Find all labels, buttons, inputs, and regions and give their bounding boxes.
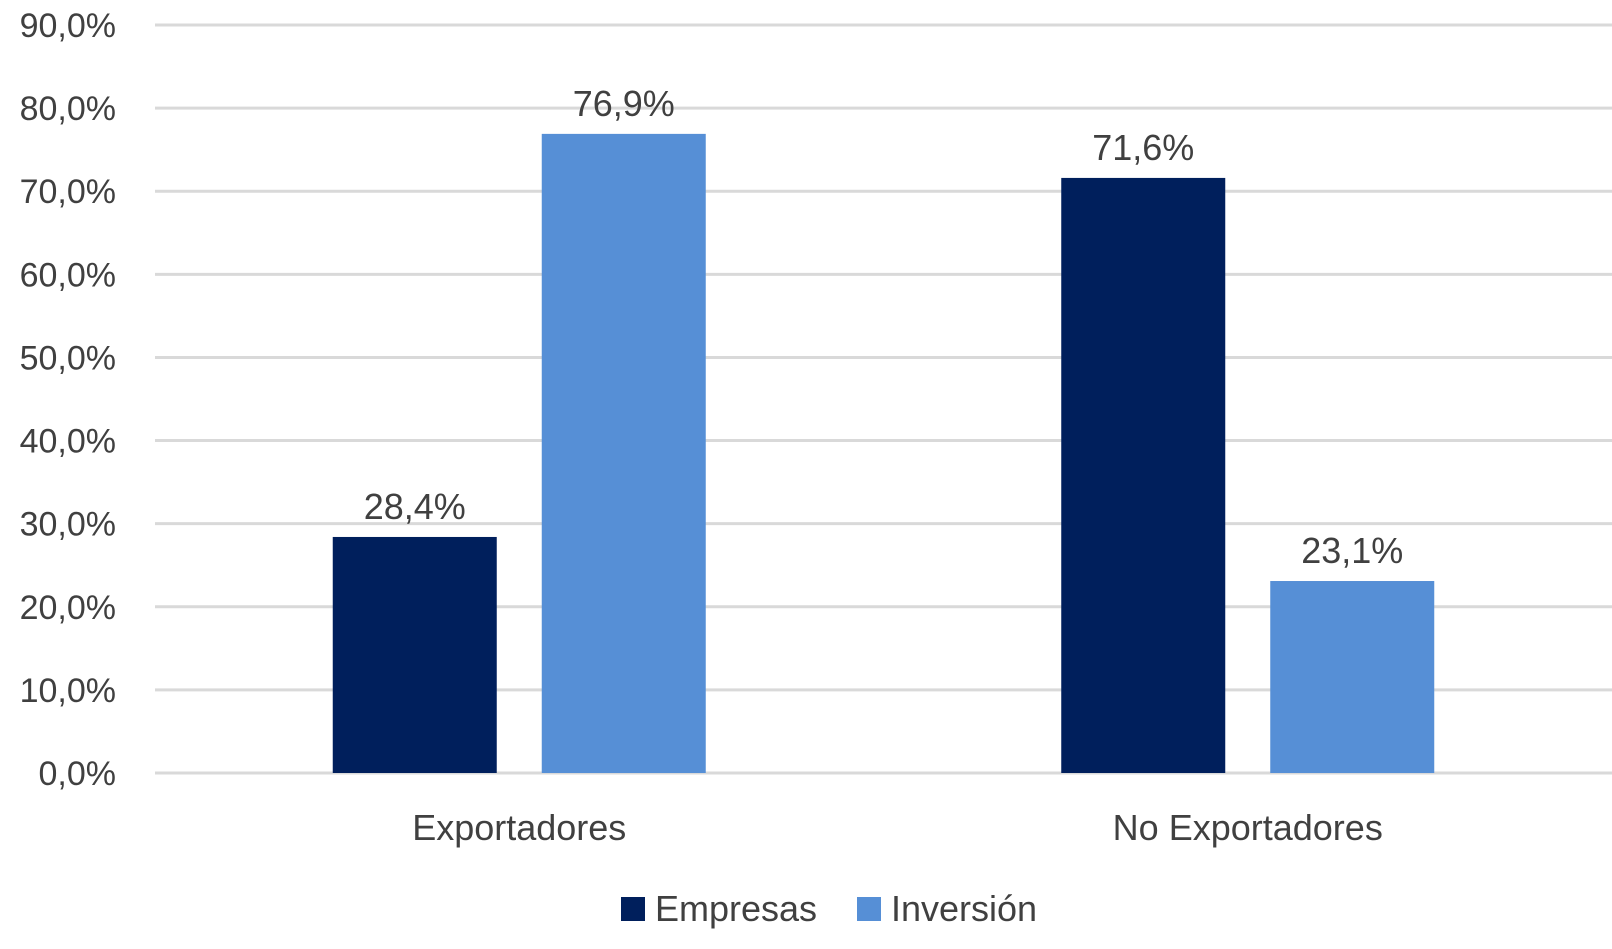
y-tick-label: 0,0% <box>39 755 117 793</box>
data-label: 28,4% <box>364 486 466 527</box>
legend-label: Empresas <box>655 888 817 929</box>
data-label: 23,1% <box>1301 530 1403 571</box>
y-tick-label: 60,0% <box>20 256 116 294</box>
x-axis-category-labels: Exportadores No Exportadores <box>412 807 1383 848</box>
x-category-label: No Exportadores <box>1113 807 1383 848</box>
legend: Empresas Inversión <box>621 888 1037 929</box>
y-tick-label: 90,0% <box>20 7 116 45</box>
y-tick-label: 50,0% <box>20 339 116 377</box>
bar-empresas <box>1061 177 1226 773</box>
y-tick-label: 10,0% <box>20 672 116 710</box>
x-category-label: Exportadores <box>412 807 626 848</box>
y-tick-label: 80,0% <box>20 90 116 128</box>
legend-label: Inversión <box>891 888 1037 929</box>
bar-inversi-n <box>1270 581 1435 773</box>
y-tick-label: 20,0% <box>20 589 116 627</box>
legend-swatch <box>857 897 881 921</box>
y-axis-tick-labels: 0,0% 10,0% 20,0% 30,0% 40,0% 50,0% 60,0% 70,0% 8… <box>20 7 116 793</box>
y-tick-label: 70,0% <box>20 173 116 211</box>
bar-inversi-n <box>541 133 706 773</box>
legend-swatch <box>621 897 645 921</box>
y-tick-label: 30,0% <box>20 506 116 544</box>
bars <box>332 133 1435 773</box>
y-tick-label: 40,0% <box>20 423 116 461</box>
data-labels: 28,4% 76,9% 71,6% 23,1% <box>364 83 1404 571</box>
data-label: 76,9% <box>573 83 675 124</box>
bar-empresas <box>332 536 497 773</box>
data-label: 71,6% <box>1092 127 1194 168</box>
